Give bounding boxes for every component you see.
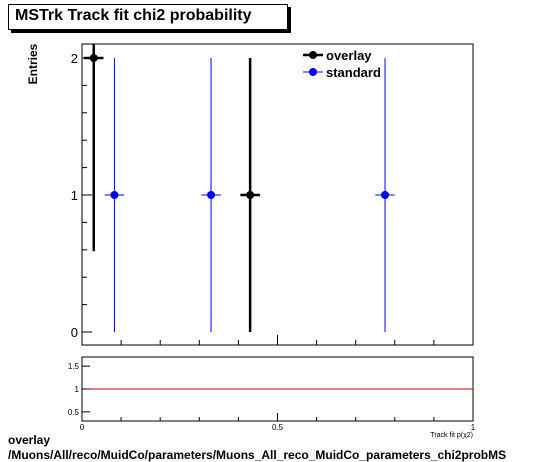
main-plot-frame [81,43,474,346]
footer-overlay-label: overlay [8,433,51,447]
ratio-y-tick-label: 0.5 [68,408,80,417]
standard-point [110,191,119,199]
y-axis-label: Entries [26,43,40,84]
y-tick-label: 0 [71,325,78,340]
legend-label-standard: standard [326,65,381,80]
legend-marker-overlay [309,51,317,59]
x-tick-label: 0.5 [272,423,284,432]
footer-path-label: /Muons/All/reco/MuidCo/parameters/Muons_… [8,448,507,462]
legend-marker-standard [309,68,317,76]
y-tick-label: 1 [71,188,78,203]
ratio-y-tick-label: 1 [75,385,80,394]
legend-label-overlay: overlay [326,48,372,63]
chart-title-box: MSTrk Track fit chi2 probability [8,4,288,30]
x-tick-label: 1 [471,423,476,432]
chart-title: MSTrk Track fit chi2 probability [15,7,252,24]
overlay-point [246,191,255,199]
standard-point [381,191,390,199]
x-tick-label: 0 [80,423,85,432]
x-axis-label: Track fit p(χ2) [430,432,473,439]
overlay-point [89,54,98,62]
ratio-y-tick-label: 1.5 [68,362,80,371]
standard-point [207,191,216,199]
y-tick-label: 2 [71,51,78,66]
